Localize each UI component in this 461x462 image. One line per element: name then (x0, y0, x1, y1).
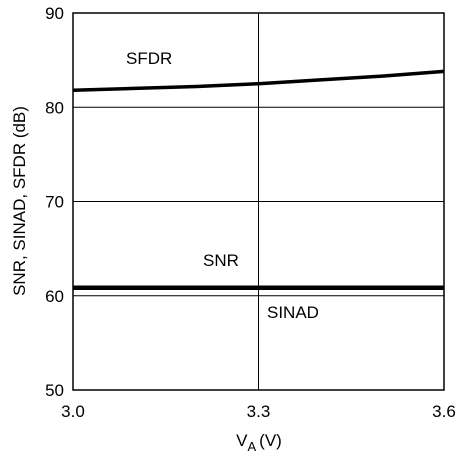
x-tick-labels: 3.0 3.3 3.6 (61, 402, 456, 421)
series-label-sinad: SINAD (267, 303, 319, 322)
series-line-sfdr (72, 69, 445, 93)
x-tick-label-1: 3.3 (247, 402, 271, 421)
y-tick-label-4: 90 (45, 4, 64, 23)
y-tick-labels: 50 60 70 80 90 (45, 4, 64, 400)
x-axis-title-unit: (V) (259, 431, 282, 450)
y-tick-label-2: 70 (45, 193, 64, 212)
grid (72, 12, 445, 391)
x-axis-title: VA (V) (236, 431, 282, 454)
plot-frame (72, 12, 445, 391)
y-tick-label-3: 80 (45, 98, 64, 117)
y-tick-label-0: 50 (45, 381, 64, 400)
series-label-snr: SNR (203, 251, 239, 270)
series-label-sfdr: SFDR (126, 49, 172, 68)
y-tick-label-1: 60 (45, 287, 64, 306)
y-axis-title: SNR, SINAD, SFDR (dB) (10, 106, 29, 296)
series-lines (72, 69, 445, 290)
x-axis-title-subscript: A (248, 439, 257, 454)
x-tick-label-2: 3.6 (432, 402, 456, 421)
x-tick-label-0: 3.0 (61, 402, 85, 421)
x-axis-title-main: V (236, 431, 248, 450)
